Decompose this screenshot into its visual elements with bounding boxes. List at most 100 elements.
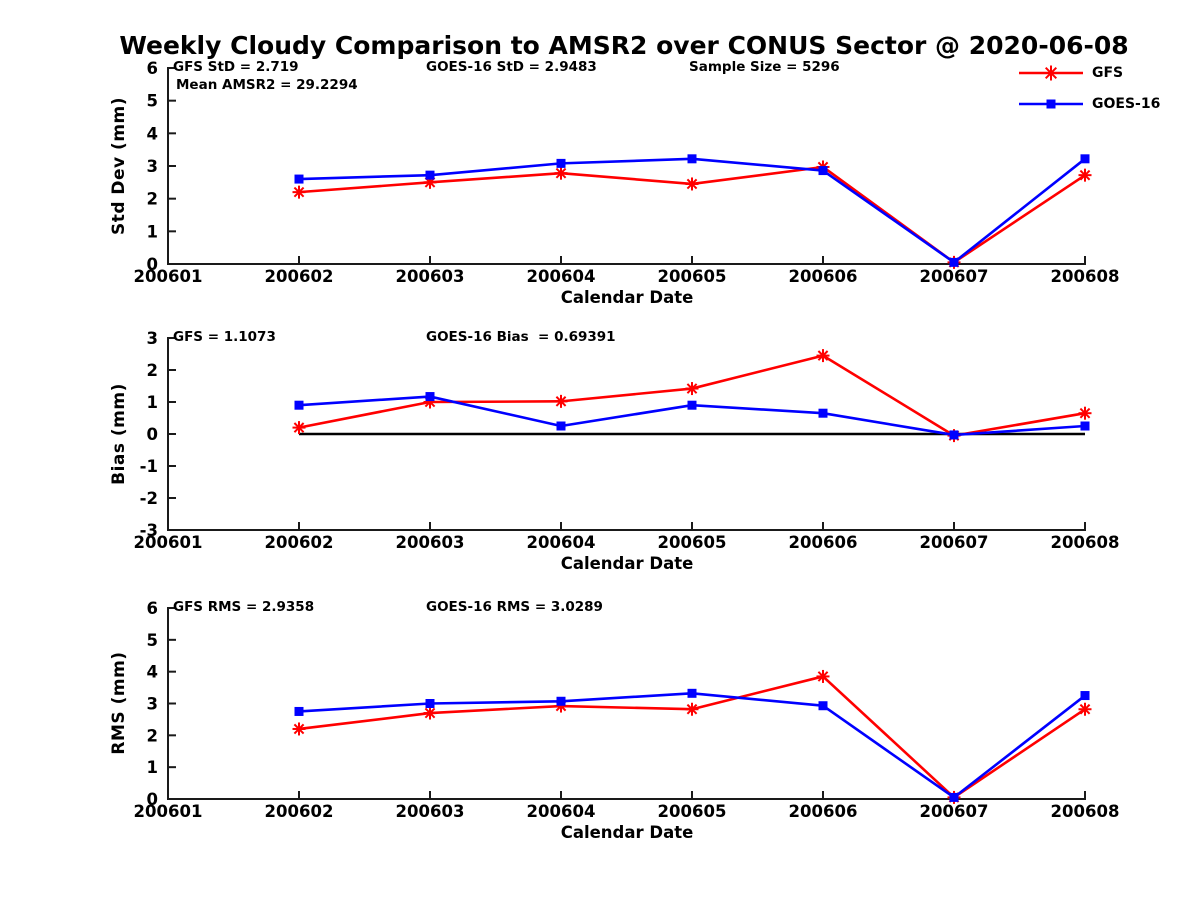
x-tick-label: 200604 [527,533,596,552]
x-axis-label-panel3: Calendar Date [560,823,694,842]
x-tick-label: 200602 [265,533,334,552]
square-marker-icon [1080,154,1090,164]
y-tick-label: 1 [147,222,158,241]
y-tick-label: 0 [147,255,158,274]
annotation-std-dev: Sample Size = 5296 [689,59,840,75]
asterisk-marker-icon [685,702,699,716]
x-tick-label: 200607 [920,267,989,286]
legend: GFS GOES-16 [1018,62,1160,124]
asterisk-marker-icon [1078,168,1092,182]
y-tick-label: 5 [147,631,158,650]
x-axis-label-panel2: Calendar Date [560,554,694,573]
panel-std-dev: 0 1 2 3 4 5 6 200601 200602 200603 200604 200605 200… [134,59,1120,286]
square-marker-icon [818,701,828,711]
annotation-bias: GOES-16 Bias = 0.69391 [426,329,616,345]
asterisk-spoke [686,178,698,190]
square-marker-icon [949,792,959,802]
asterisk-marker-icon [1078,406,1092,420]
asterisk-spoke [293,723,305,735]
x-tick-label: 200607 [920,802,989,821]
asterisk-spoke [686,703,698,715]
x-tick-label: 200604 [527,802,596,821]
square-marker-icon [1046,99,1056,108]
square-marker-icon [949,257,959,267]
asterisk-marker-icon [1078,702,1092,716]
square-marker-icon [1080,421,1090,431]
asterisk-marker-icon [816,669,830,683]
x-tick-label: 200604 [527,267,596,286]
y-tick-label: 0 [147,790,158,809]
annotation-bias: GFS = 1.1073 [173,329,276,345]
asterisk-marker-icon [554,394,568,408]
asterisk-marker-icon [554,166,568,180]
y-tick-label: -1 [140,457,158,476]
y-tick-label: 1 [147,393,158,412]
y-tick-label: 3 [147,329,158,348]
y-tick-label: 2 [147,361,158,380]
y-tick-label: 5 [147,92,158,111]
y-axis-label-std-dev: Std Dev (mm) [109,96,129,236]
x-tick-label: 200605 [658,267,727,286]
y-tick-label: 4 [147,124,158,143]
asterisk-spoke [817,671,829,682]
asterisk-marker-icon [423,706,437,720]
square-marker-icon [687,688,697,698]
annotation-std-dev: Mean AMSR2 = 29.2294 [176,77,358,93]
y-tick-label: 2 [147,726,158,745]
x-tick-label: 200608 [1051,533,1120,552]
x-tick-label: 200601 [134,533,203,552]
asterisk-spoke [1079,169,1091,181]
asterisk-marker-icon [292,722,306,736]
y-axis-label-rms: RMS (mm) [109,651,129,755]
x-tick-label: 200606 [789,802,858,821]
x-tick-label: 200605 [658,533,727,552]
asterisk-spoke [686,383,698,394]
asterisk-marker-icon [685,382,699,396]
axis-spines [167,67,1086,265]
legend-item-goes16: GOES-16 [1018,93,1160,114]
y-tick-label: 1 [147,758,158,777]
asterisk-marker-icon [685,177,699,191]
y-tick-label: 4 [147,663,158,682]
goes16-line-square-icon [1019,99,1083,108]
asterisk-spoke [1079,407,1091,419]
square-marker-icon [425,170,435,180]
square-marker-icon [818,408,828,418]
square-marker-icon [556,696,566,706]
asterisk-spoke [1044,66,1058,79]
asterisk-marker-icon [816,349,830,363]
y-tick-label: 3 [147,157,158,176]
x-tick-label: 200608 [1051,802,1120,821]
x-tick-label: 200606 [789,267,858,286]
panel-rms: 0 1 2 3 4 5 6 200601 200602 200603 200604 200605 200… [134,599,1120,821]
x-tick-label: 200603 [396,533,465,552]
legend-item-gfs: GFS [1018,62,1160,83]
x-tick-label: 200603 [396,267,465,286]
square-marker-icon [294,706,304,716]
y-tick-label: 3 [147,695,158,714]
square-marker-icon [425,392,435,402]
asterisk-spoke [555,167,567,179]
gfs-line-asterisk-icon [1019,65,1083,80]
square-marker-icon [687,400,697,410]
legend-label-gfs: GFS [1092,64,1124,81]
square-marker-icon [556,421,566,431]
asterisk-spoke [1079,703,1091,715]
x-tick-label: 200602 [265,802,334,821]
y-axis-label-bias: Bias (mm) [109,383,129,485]
y-tick-label: 6 [147,599,158,618]
square-marker-icon [294,174,304,184]
series-line-gfs [298,354,1086,437]
asterisk-spoke [293,186,305,198]
x-tick-label: 200607 [920,533,989,552]
asterisk-marker-icon [292,421,306,435]
annotation-rms: GFS RMS = 2.9358 [173,599,315,615]
y-tick-label: 0 [147,425,158,444]
annotation-rms: GOES-16 RMS = 3.0289 [426,599,603,615]
asterisk-marker-icon [1043,65,1059,80]
axis-spines [167,607,1086,800]
asterisk-spoke [555,396,567,407]
x-tick-label: 200608 [1051,267,1120,286]
